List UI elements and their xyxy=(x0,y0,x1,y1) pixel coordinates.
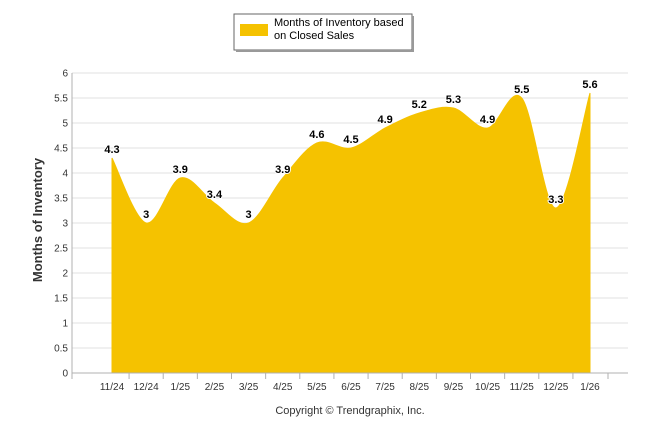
data-label: 3.9 xyxy=(173,164,188,176)
y-tick-label: 3 xyxy=(62,219,68,230)
y-tick-label: 0.5 xyxy=(54,344,68,355)
data-label: 4.6 xyxy=(309,129,324,141)
y-tick-label: 4 xyxy=(62,169,68,180)
y-tick-label: 5 xyxy=(62,119,68,130)
legend-label-line-2: on Closed Sales xyxy=(274,30,355,42)
legend-swatch xyxy=(240,24,268,36)
x-tick-label: 8/25 xyxy=(410,382,430,393)
data-label: 5.5 xyxy=(514,84,529,96)
data-label: 4.5 xyxy=(343,134,358,146)
y-tick-label: 1 xyxy=(62,319,68,330)
y-tick-label: 4.5 xyxy=(54,144,68,155)
y-axis-title: Months of Inventory xyxy=(30,157,45,282)
legend-box-shadow-bottom xyxy=(236,50,414,52)
x-tick-label: 4/25 xyxy=(273,382,293,393)
legend-label-line-1: Months of Inventory based xyxy=(274,17,404,29)
area-fill[interactable] xyxy=(111,92,591,374)
area-series xyxy=(111,92,591,374)
y-tick-label: 1.5 xyxy=(54,294,68,305)
x-tick-label: 6/25 xyxy=(341,382,361,393)
data-label: 4.9 xyxy=(377,114,392,126)
x-tick-label: 12/25 xyxy=(543,382,568,393)
x-tick-label: 5/25 xyxy=(307,382,327,393)
x-tick-label: 12/24 xyxy=(134,382,159,393)
x-tick-label: 9/25 xyxy=(444,382,464,393)
y-tick-label: 3.5 xyxy=(54,194,68,205)
data-labels: 4.3 3 3.9 3.4 3 3.9 4.6 4.5 4.9 5.2 5.3 4.9 5.5 3.3 5.… xyxy=(103,78,598,222)
data-label: 3.4 xyxy=(207,189,223,201)
y-tick-label: 6 xyxy=(62,69,68,80)
data-label: 3.3 xyxy=(548,194,563,206)
data-label: 4.3 xyxy=(104,144,119,156)
x-tick-label: 7/25 xyxy=(375,382,395,393)
y-axis-ticks: 0 0.5 1 1.5 2 2.5 3 3.5 4 4.5 5 5.5 6 xyxy=(54,69,68,380)
data-label: 4.9 xyxy=(480,114,495,126)
y-tick-label: 0 xyxy=(62,369,68,380)
x-tick-label: 10/25 xyxy=(475,382,500,393)
x-tick-label: 3/25 xyxy=(239,382,259,393)
data-label: 3.9 xyxy=(275,164,290,176)
data-label: 3 xyxy=(143,209,149,221)
data-label: 5.3 xyxy=(446,94,461,106)
y-tick-label: 2 xyxy=(62,269,68,280)
legend-box-shadow-right xyxy=(412,16,414,52)
y-tick-label: 5.5 xyxy=(54,94,68,105)
copyright-text: Copyright © Trendgraphix, Inc. xyxy=(275,405,424,417)
x-tick-label: 2/25 xyxy=(205,382,225,393)
x-tick-label: 1/26 xyxy=(580,382,600,393)
axes xyxy=(71,73,628,374)
x-tick-label: 1/25 xyxy=(171,382,191,393)
data-label: 5.2 xyxy=(412,99,427,111)
y-tick-label: 2.5 xyxy=(54,244,68,255)
data-label: 5.6 xyxy=(582,79,597,91)
x-axis-ticks: 11/24 12/24 1/25 2/25 3/25 4/25 5/25 6/25 7/25 8/… xyxy=(71,373,609,393)
data-label: 3 xyxy=(246,209,252,221)
x-tick-label: 11/24 xyxy=(100,382,125,393)
legend[interactable]: Months of Inventory based on Closed Sale… xyxy=(233,13,414,52)
x-tick-label: 11/25 xyxy=(510,382,535,393)
